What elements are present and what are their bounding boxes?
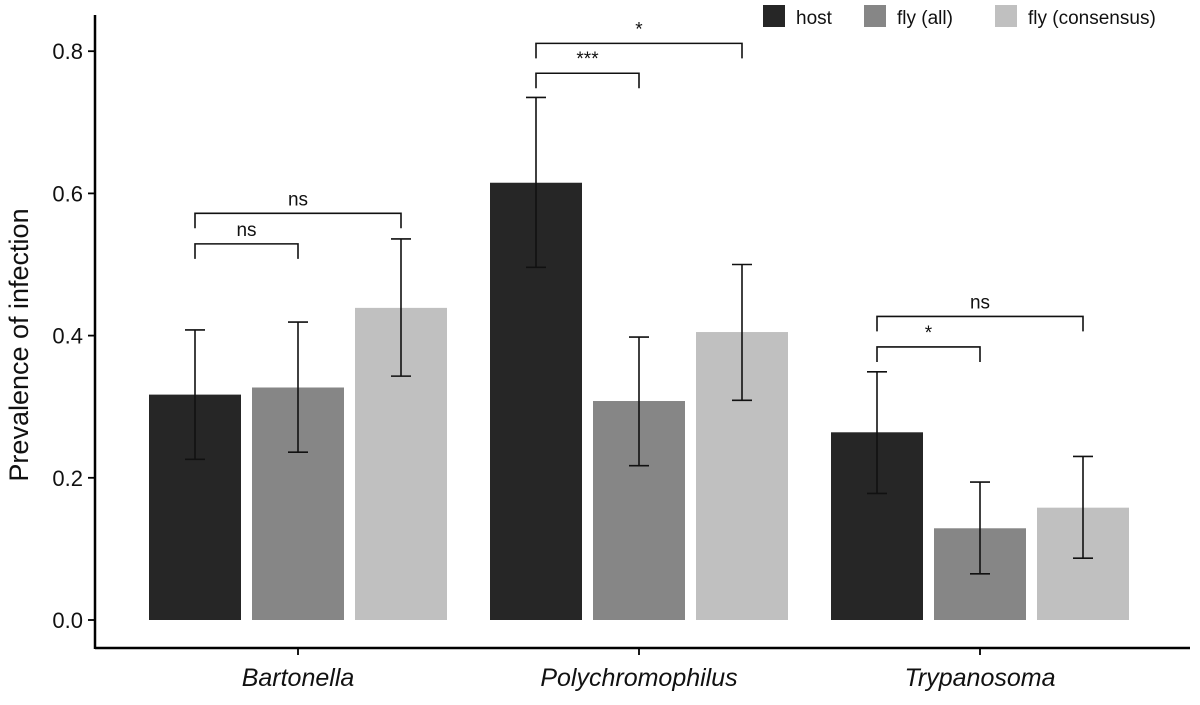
legend-label: fly (all) [897, 8, 953, 29]
x-category-label: Bartonella [242, 664, 355, 692]
y-axis-title: Prevalence of infection [4, 208, 34, 481]
x-category-label: Trypanosoma [905, 664, 1056, 692]
legend-swatch [995, 5, 1017, 27]
error-bar [867, 371, 887, 495]
error-bar [185, 329, 205, 461]
significance-bracket: * [535, 19, 743, 59]
x-axis-category-labels: Bartonella Polychromophilus Trypanosoma [242, 648, 1056, 692]
legend-item: fly (consensus) [995, 5, 1156, 29]
significance-bracket: *** [535, 49, 640, 89]
y-tick-label: 0.0 [52, 608, 83, 633]
error-bar [970, 481, 990, 575]
y-tick-label: 0.8 [52, 39, 83, 64]
y-tick-label: 0.2 [52, 466, 83, 491]
significance-bracket: ns [876, 292, 1084, 332]
y-tick-label: 0.6 [52, 181, 83, 206]
legend-swatch [864, 5, 886, 27]
legend-label: host [796, 8, 833, 29]
legend-swatch [763, 5, 785, 27]
error-bar [629, 336, 649, 467]
significance-label: *** [576, 49, 599, 70]
significance-bracket: ns [194, 220, 299, 259]
significance-label: * [635, 19, 643, 40]
error-bar [1073, 455, 1093, 559]
y-tick-label: 0.4 [52, 324, 83, 349]
legend-item: host [763, 5, 833, 29]
legend-item: fly (all) [864, 5, 953, 29]
error-bar [391, 238, 411, 377]
legend-label: fly (consensus) [1028, 8, 1156, 29]
y-axis-ticks: 0.0 0.2 0.4 0.6 0.8 [52, 39, 95, 633]
error-bars-layer [185, 96, 1093, 575]
x-category-label: Polychromophilus [540, 664, 737, 692]
significance-bracket: ns [194, 189, 402, 229]
error-bar [732, 263, 752, 402]
error-bar [288, 321, 308, 454]
error-bar [526, 96, 546, 269]
significance-label: ns [236, 220, 256, 241]
significance-label: * [925, 323, 933, 344]
significance-label: ns [288, 189, 308, 210]
legend: host fly (all) fly (consensus) [763, 5, 1156, 29]
axes-layer [93, 15, 1190, 650]
significance-bracket: * [876, 323, 981, 362]
significance-label: ns [970, 292, 990, 313]
